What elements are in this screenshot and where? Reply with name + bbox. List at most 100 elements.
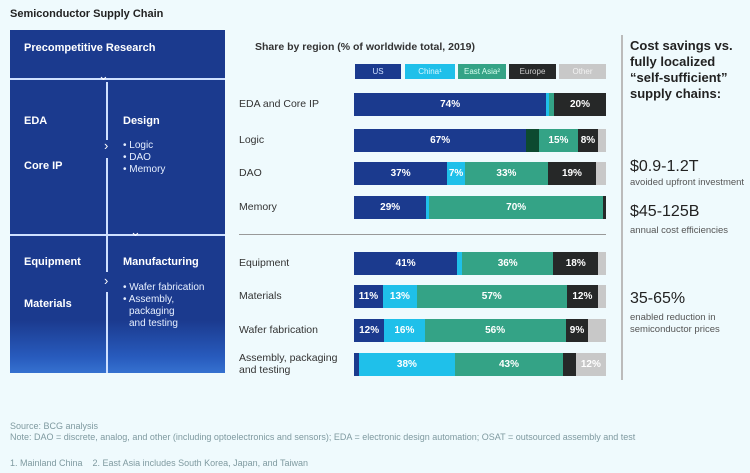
- bar-segment: 29%: [354, 196, 427, 219]
- data-label: 11%: [358, 291, 379, 302]
- data-label: 38%: [396, 359, 417, 370]
- data-label: 20%: [569, 99, 590, 110]
- category-label: EDA and Core IP: [239, 98, 319, 110]
- divider: [106, 292, 108, 373]
- stat-desc: annual cost efficiencies: [630, 225, 729, 236]
- manufacturing-label: Manufacturing: [123, 256, 199, 268]
- bar-segment: [603, 196, 606, 219]
- design-item: • Logic: [123, 140, 154, 151]
- stacked-bar: 74% 20%: [354, 93, 606, 116]
- data-label: 37%: [390, 168, 411, 179]
- stat-value: $0.9-1.2T: [630, 158, 699, 175]
- bar-segment: 70%: [428, 196, 604, 219]
- bar-segment: 43%: [454, 353, 564, 376]
- savings-heading: Cost savings vs. fully localized “self-s…: [630, 38, 733, 101]
- source-note: Source: BCG analysis: [10, 421, 99, 431]
- legend-item: US: [355, 64, 401, 79]
- equipment-label: Equipment: [24, 256, 81, 268]
- bar-segment: 18%: [553, 252, 599, 275]
- stat-value: 35-65%: [630, 290, 686, 307]
- stacked-bar: 38% 43% 12%: [354, 353, 606, 376]
- bar-segment: 67%: [354, 129, 527, 152]
- bar-segment: 37%: [354, 162, 448, 185]
- category-label: Logic: [239, 134, 265, 146]
- data-label: 12%: [359, 325, 380, 336]
- category-label: DAO: [239, 167, 262, 179]
- bar-segment: [598, 285, 606, 308]
- group-separator: [239, 234, 606, 235]
- bar-segment: [598, 129, 606, 152]
- circuit-board-image: [10, 320, 225, 373]
- manufacturing-items: • Wafer fabrication • Assembly, packagin…: [123, 282, 205, 330]
- bar-segment: 12%: [566, 285, 599, 308]
- stacked-bar: 41% 36% 18%: [354, 252, 606, 275]
- bar-segment: 36%: [462, 252, 554, 275]
- data-label: 41%: [395, 258, 416, 269]
- stacked-bar: 12% 16% 56% 9%: [354, 319, 606, 342]
- footnotes: 1. Mainland China 2. East Asia includes …: [10, 458, 309, 468]
- data-label: 57%: [481, 291, 502, 302]
- bar-segment: 8%: [577, 129, 599, 152]
- category-label: Assembly, packaging and testing: [239, 352, 338, 376]
- divider: [106, 236, 108, 272]
- data-label: 33%: [496, 168, 517, 179]
- materials-label: Materials: [24, 298, 72, 310]
- stacked-bar: 11% 13% 57% 12%: [354, 285, 606, 308]
- abbrev-note: Note: DAO = discrete, analog, and other …: [10, 432, 636, 442]
- research-label: Precompetitive Research: [24, 42, 156, 54]
- data-label: 74%: [440, 99, 461, 110]
- legend-item: Europe: [509, 64, 556, 79]
- data-label: 12%: [580, 359, 601, 370]
- data-label: 43%: [498, 359, 519, 370]
- divider: [10, 234, 225, 236]
- category-label: Equipment: [239, 257, 290, 269]
- data-label: 67%: [430, 135, 451, 146]
- supply-chain-panel: Precompetitive Research ⌄ › EDA Core IP …: [10, 30, 225, 373]
- divider: [621, 35, 623, 380]
- bar-segment: [563, 353, 576, 376]
- legend-item: East Asia²: [458, 64, 506, 79]
- chevron-down-icon: ⌄: [130, 224, 141, 239]
- mfg-item: • Wafer fabrication: [123, 282, 205, 293]
- eda-label: EDA: [24, 115, 48, 127]
- chart-title: Share by region (% of worldwide total, 2…: [255, 41, 475, 53]
- mfg-item: packaging: [129, 306, 175, 317]
- data-label: 70%: [506, 202, 527, 213]
- core-ip-label: Core IP: [24, 160, 63, 172]
- stat-desc: avoided upfront investment: [630, 177, 745, 188]
- data-label: 9%: [569, 325, 585, 336]
- bar-segment: 74%: [354, 93, 547, 116]
- bar-segment: [426, 196, 429, 219]
- data-label: 29%: [380, 202, 401, 213]
- data-label: 15%: [548, 135, 569, 146]
- legend-item: China¹: [405, 64, 455, 79]
- data-label: 19%: [561, 168, 582, 179]
- stacked-bar: 37% 7% 33% 19%: [354, 162, 606, 185]
- data-label: 18%: [565, 258, 586, 269]
- bar-segment: [548, 93, 555, 116]
- bar-segment: [546, 93, 549, 116]
- bar-segment: 16%: [384, 319, 425, 342]
- category-label: Memory: [239, 201, 277, 213]
- bar-segment: 38%: [359, 353, 455, 376]
- design-label: Design: [123, 115, 160, 127]
- mfg-item: • Assembly,: [123, 294, 175, 305]
- mfg-item: and testing: [129, 318, 178, 329]
- data-label: 12%: [572, 291, 593, 302]
- category-label: Wafer fabrication: [239, 324, 318, 336]
- bar-segment: [588, 319, 606, 342]
- bar-segment: 13%: [382, 285, 417, 308]
- bar-segment: 57%: [417, 285, 567, 308]
- bar-segment: [526, 129, 540, 152]
- bar-segment: 12%: [575, 353, 606, 376]
- stacked-bar: 29% 70%: [354, 196, 606, 219]
- bar-segment: [595, 162, 606, 185]
- stat-value: $45-125B: [630, 203, 700, 220]
- bar-segment: 20%: [554, 93, 606, 116]
- design-items: • Logic • DAO • Memory: [123, 140, 165, 176]
- bar-segment: 9%: [565, 319, 589, 342]
- legend-item: Other: [559, 64, 606, 79]
- data-label: 13%: [389, 291, 410, 302]
- bar-segment: 33%: [464, 162, 549, 185]
- chevron-right-icon: ›: [104, 273, 109, 288]
